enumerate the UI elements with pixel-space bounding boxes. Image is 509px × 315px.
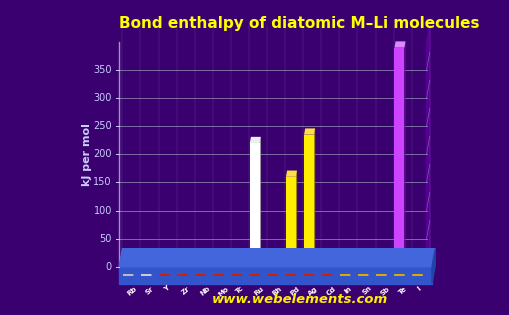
Text: 50: 50 <box>99 234 111 243</box>
Polygon shape <box>249 143 259 267</box>
Polygon shape <box>119 249 434 267</box>
Text: In: In <box>343 285 352 295</box>
Polygon shape <box>119 267 431 284</box>
Text: Ru: Ru <box>252 285 264 296</box>
Polygon shape <box>286 170 296 177</box>
Polygon shape <box>295 170 296 267</box>
Text: Te: Te <box>397 285 408 295</box>
Text: Tc: Tc <box>235 285 244 295</box>
Text: Sn: Sn <box>361 285 372 296</box>
Text: Cd: Cd <box>325 285 336 296</box>
Text: Y: Y <box>162 285 170 293</box>
Text: 150: 150 <box>93 177 111 187</box>
Text: Nb: Nb <box>199 285 211 297</box>
Polygon shape <box>259 137 261 267</box>
Text: Zr: Zr <box>180 285 191 295</box>
Text: kJ per mol: kJ per mol <box>81 123 92 186</box>
Polygon shape <box>404 41 405 267</box>
Text: 250: 250 <box>93 121 111 131</box>
Text: 0: 0 <box>105 262 111 272</box>
Text: I: I <box>415 285 420 291</box>
Text: www.webelements.com: www.webelements.com <box>211 293 387 306</box>
Polygon shape <box>303 135 314 267</box>
Text: Pd: Pd <box>289 285 300 296</box>
Text: Bond enthalpy of diatomic M–Li molecules: Bond enthalpy of diatomic M–Li molecules <box>119 16 478 31</box>
Text: Ag: Ag <box>306 285 319 296</box>
Text: 200: 200 <box>93 149 111 159</box>
Text: 350: 350 <box>93 65 111 75</box>
Text: Rh: Rh <box>270 285 282 296</box>
Text: 300: 300 <box>93 93 111 103</box>
Text: Sb: Sb <box>379 285 390 296</box>
Polygon shape <box>286 177 295 267</box>
Polygon shape <box>249 137 261 143</box>
Polygon shape <box>393 41 405 48</box>
Text: Sr: Sr <box>144 285 155 295</box>
Polygon shape <box>314 129 315 267</box>
Text: Mo: Mo <box>216 285 229 297</box>
Polygon shape <box>119 249 429 267</box>
Polygon shape <box>431 249 434 284</box>
Polygon shape <box>393 48 404 267</box>
Text: 100: 100 <box>93 205 111 215</box>
Polygon shape <box>303 129 315 135</box>
Polygon shape <box>426 24 429 267</box>
Text: Rb: Rb <box>126 285 138 296</box>
